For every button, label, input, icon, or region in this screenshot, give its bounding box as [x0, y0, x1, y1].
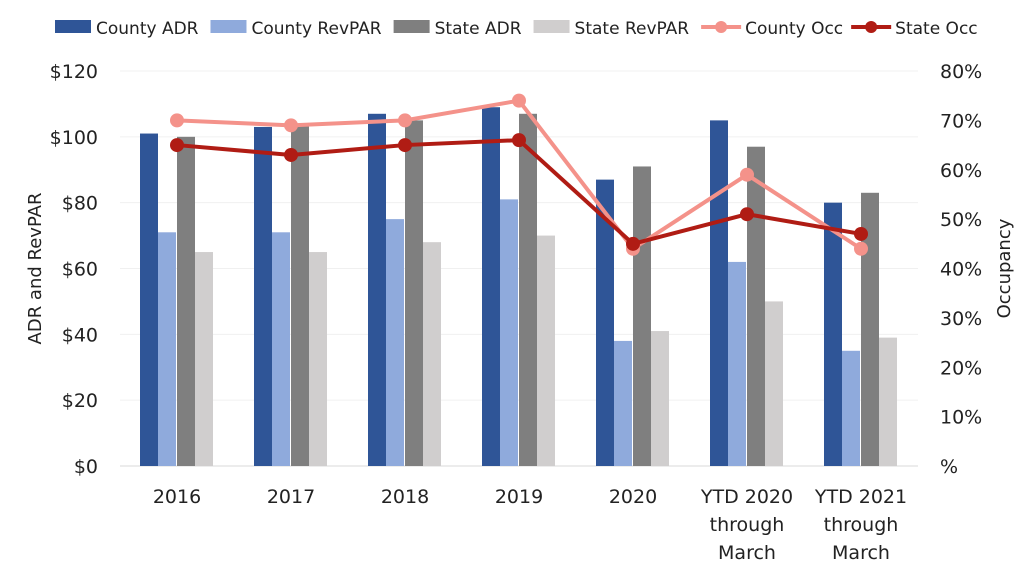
point-state-occ [284, 147, 298, 162]
point-state-occ [398, 138, 412, 153]
bar-county-revpar [842, 350, 860, 466]
point-county-occ [398, 113, 412, 128]
point-state-occ [740, 207, 754, 222]
y2-tick-label: 10% [940, 407, 982, 429]
point-state-occ [626, 236, 640, 251]
bar-state-revpar [309, 252, 327, 466]
bar-county-adr [482, 107, 500, 466]
y-tick-label: $100 [50, 127, 98, 149]
bar-state-adr [861, 192, 879, 466]
bar-state-revpar [765, 301, 783, 466]
bar-county-adr [824, 202, 842, 466]
x-tick-label: 2016 [153, 486, 201, 508]
x-tick-label: YTD 2021 [814, 486, 907, 508]
y-tick-label: $0 [74, 456, 98, 478]
legend-swatch [55, 20, 91, 33]
y-axis-title: ADR and RevPAR [25, 193, 46, 345]
y2-tick-label: 20% [940, 357, 982, 379]
y-tick-label: $40 [62, 324, 98, 346]
legend-label: State Occ [895, 19, 977, 39]
y-tick-label: $80 [62, 193, 98, 215]
y-tick-label: $120 [50, 61, 98, 83]
legend-marker [715, 21, 728, 33]
x-tick-label: 2018 [381, 486, 429, 508]
bar-county-adr [254, 126, 272, 466]
bar-county-revpar [500, 199, 518, 466]
x-tick-label: March [718, 542, 776, 564]
legend-label: State RevPAR [575, 19, 690, 39]
point-county-occ [854, 241, 868, 256]
bar-state-revpar [195, 252, 213, 466]
x-tick-label: through [824, 514, 899, 536]
bar-state-revpar [879, 337, 897, 466]
legend-swatch [533, 20, 570, 33]
bar-state-adr [633, 166, 651, 467]
point-county-occ [740, 167, 754, 182]
bar-state-adr [747, 146, 765, 467]
legend-swatch [210, 20, 247, 33]
bar-county-adr [368, 113, 386, 467]
bar-state-revpar [651, 331, 669, 466]
x-tick-label: 2019 [495, 486, 543, 508]
x-tick-label: 2017 [267, 486, 315, 508]
bar-state-adr [519, 113, 537, 467]
point-county-occ [170, 113, 184, 128]
bar-state-revpar [423, 242, 441, 466]
legend-label: State ADR [435, 19, 522, 39]
x-tick-label: 2020 [609, 486, 657, 508]
point-county-occ [512, 93, 526, 108]
x-tick-label: through [710, 514, 785, 536]
legend-label: County ADR [96, 19, 199, 39]
legend-label: County Occ [745, 19, 843, 39]
y-tick-label: $60 [62, 259, 98, 281]
legend-label: County RevPAR [251, 19, 381, 39]
y2-tick-label: 50% [940, 209, 982, 231]
bar-county-revpar [386, 219, 404, 466]
y2-tick-label: % [940, 456, 958, 478]
y2-tick-label: 40% [940, 259, 982, 281]
bar-state-adr [405, 120, 423, 466]
point-state-occ [170, 138, 184, 153]
x-tick-label: March [832, 542, 890, 564]
point-state-occ [512, 133, 526, 148]
y2-tick-label: 60% [940, 160, 982, 182]
y-tick-label: $20 [62, 390, 98, 412]
y2-tick-label: 70% [940, 110, 982, 132]
bar-county-revpar [272, 232, 290, 466]
bar-state-adr [291, 123, 309, 467]
bar-county-adr [596, 179, 614, 466]
bar-state-revpar [537, 235, 555, 466]
legend-swatch [393, 20, 430, 33]
bar-county-revpar [728, 261, 746, 466]
bar-county-revpar [158, 232, 176, 466]
point-state-occ [854, 226, 868, 241]
point-county-occ [284, 118, 298, 133]
y2-tick-label: 80% [940, 61, 982, 83]
y2-tick-label: 30% [940, 308, 982, 330]
bar-county-adr [140, 133, 158, 466]
y2-axis-title: Occupancy [994, 218, 1015, 318]
bar-state-adr [177, 136, 195, 467]
x-tick-label: YTD 2020 [700, 486, 793, 508]
legend-marker [865, 21, 878, 33]
bar-county-revpar [614, 340, 632, 466]
bar-county-adr [710, 120, 728, 466]
